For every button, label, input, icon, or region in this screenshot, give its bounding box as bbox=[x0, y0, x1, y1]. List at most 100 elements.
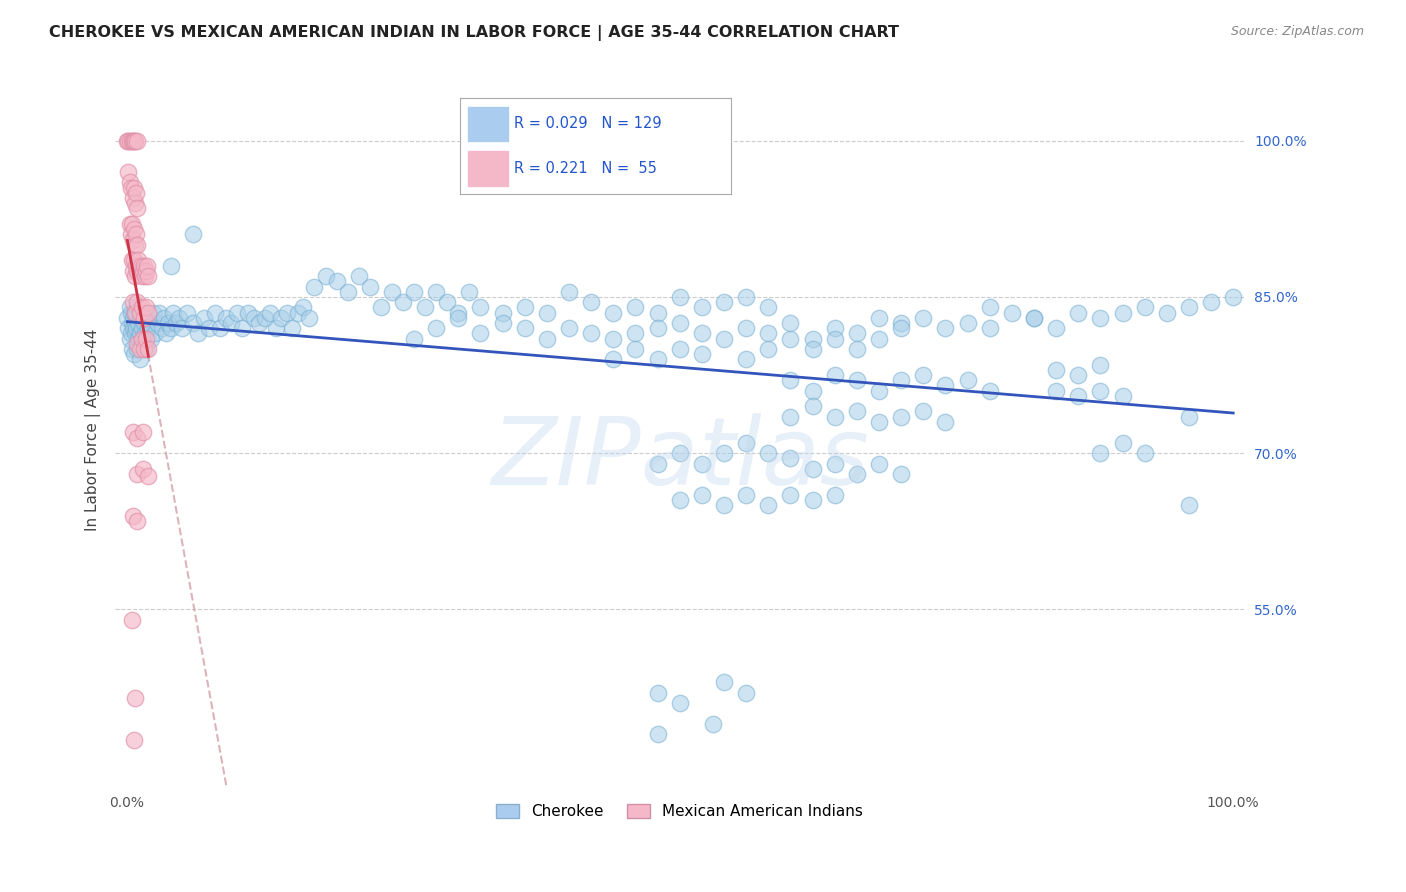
Point bbox=[132, 310, 155, 325]
Point bbox=[824, 488, 846, 502]
Point bbox=[779, 332, 801, 346]
Point bbox=[125, 321, 148, 335]
Point bbox=[125, 259, 148, 273]
Point bbox=[1178, 409, 1201, 424]
Point bbox=[155, 326, 177, 341]
Point bbox=[226, 305, 249, 319]
Legend: Cherokee, Mexican American Indians: Cherokee, Mexican American Indians bbox=[491, 797, 869, 825]
Point bbox=[121, 134, 143, 148]
Point bbox=[132, 305, 155, 319]
Point bbox=[132, 425, 155, 440]
Point bbox=[150, 321, 173, 335]
Point bbox=[122, 253, 145, 268]
Point bbox=[359, 279, 381, 293]
Point bbox=[912, 310, 935, 325]
Point bbox=[470, 301, 492, 315]
Point bbox=[845, 467, 868, 481]
Point bbox=[647, 686, 669, 700]
Point bbox=[979, 384, 1001, 398]
Point bbox=[128, 326, 150, 341]
Point bbox=[668, 446, 690, 460]
Point bbox=[132, 259, 155, 273]
Point bbox=[890, 321, 912, 335]
Point bbox=[132, 342, 155, 356]
Text: ZIPatlas: ZIPatlas bbox=[491, 413, 869, 504]
Point bbox=[122, 295, 145, 310]
Point bbox=[127, 134, 149, 148]
Point bbox=[134, 269, 156, 284]
Point bbox=[956, 373, 979, 387]
Point bbox=[713, 295, 735, 310]
Point bbox=[181, 316, 204, 330]
Point bbox=[801, 342, 824, 356]
Point bbox=[579, 295, 602, 310]
Point bbox=[868, 332, 890, 346]
Point bbox=[801, 399, 824, 413]
Point bbox=[122, 508, 145, 523]
Point bbox=[824, 368, 846, 382]
Point bbox=[117, 165, 139, 179]
Point bbox=[231, 321, 253, 335]
Point bbox=[779, 373, 801, 387]
Point bbox=[143, 326, 166, 341]
Point bbox=[131, 321, 153, 335]
Point bbox=[868, 310, 890, 325]
Point bbox=[890, 316, 912, 330]
Point bbox=[536, 305, 558, 319]
Point bbox=[602, 305, 624, 319]
Point bbox=[756, 301, 779, 315]
Point bbox=[135, 342, 157, 356]
Point bbox=[1067, 368, 1090, 382]
Point bbox=[690, 457, 713, 471]
Point bbox=[756, 446, 779, 460]
Point bbox=[647, 727, 669, 741]
Point bbox=[128, 342, 150, 356]
Point bbox=[690, 347, 713, 361]
Point bbox=[956, 316, 979, 330]
Point bbox=[127, 316, 149, 330]
Point bbox=[124, 316, 146, 330]
Point bbox=[602, 352, 624, 367]
Point bbox=[713, 498, 735, 512]
Point bbox=[125, 305, 148, 319]
Point bbox=[298, 310, 321, 325]
Point bbox=[129, 259, 152, 273]
Point bbox=[347, 269, 370, 284]
Point bbox=[253, 310, 276, 325]
Point bbox=[513, 321, 536, 335]
Point bbox=[579, 326, 602, 341]
Point bbox=[128, 264, 150, 278]
Point bbox=[124, 196, 146, 211]
Point bbox=[801, 332, 824, 346]
Point bbox=[153, 310, 176, 325]
Point bbox=[1022, 310, 1045, 325]
Point bbox=[181, 227, 204, 242]
Point bbox=[824, 457, 846, 471]
Point bbox=[127, 332, 149, 346]
Point bbox=[118, 301, 141, 315]
Point bbox=[127, 467, 149, 481]
Point bbox=[779, 316, 801, 330]
Point bbox=[124, 134, 146, 148]
Point bbox=[117, 134, 139, 148]
Point bbox=[132, 462, 155, 476]
Point bbox=[1111, 305, 1133, 319]
Point bbox=[845, 373, 868, 387]
Point bbox=[127, 202, 149, 216]
Point bbox=[336, 285, 359, 299]
Text: Source: ZipAtlas.com: Source: ZipAtlas.com bbox=[1230, 25, 1364, 38]
Point bbox=[890, 409, 912, 424]
Point bbox=[127, 264, 149, 278]
Point bbox=[304, 279, 326, 293]
Point bbox=[713, 446, 735, 460]
Point bbox=[868, 415, 890, 429]
Point bbox=[131, 332, 153, 346]
Point bbox=[1022, 310, 1045, 325]
Point bbox=[138, 342, 160, 356]
Point bbox=[139, 332, 162, 346]
Point bbox=[1111, 435, 1133, 450]
Point bbox=[138, 469, 160, 483]
Point bbox=[124, 305, 146, 319]
Point bbox=[690, 301, 713, 315]
Point bbox=[221, 316, 243, 330]
